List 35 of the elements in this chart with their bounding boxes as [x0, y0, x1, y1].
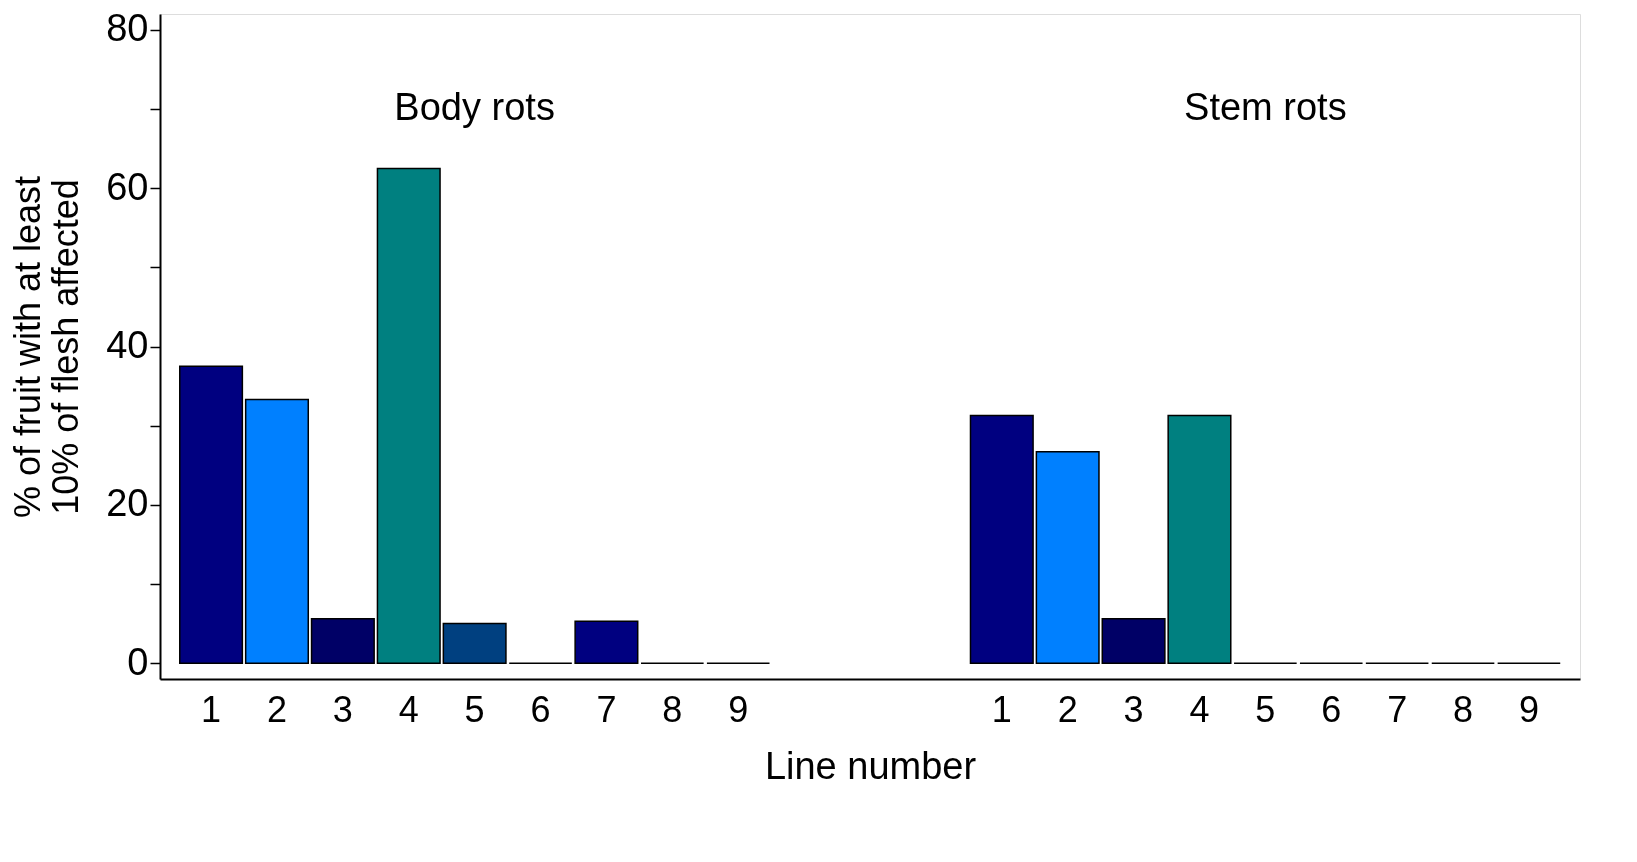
annotation: Body rots [394, 86, 555, 128]
y-tick-label: 80 [106, 7, 149, 50]
annotation: Stem rots [1184, 86, 1347, 128]
bar [244, 398, 310, 664]
x-tick-label: 4 [1189, 688, 1210, 730]
y-tick-label: 0 [127, 640, 149, 683]
y-tick-label: 20 [106, 482, 149, 525]
x-tick-label: 8 [662, 688, 683, 730]
x-tick-label: 9 [1518, 688, 1539, 730]
x-tick-label: 6 [1321, 688, 1342, 730]
x-tick-label: 7 [1387, 688, 1408, 730]
x-tick-label: 1 [991, 688, 1012, 730]
x-tick-label: 2 [1057, 688, 1078, 730]
x-tick-label: 1 [201, 688, 222, 730]
bar [1035, 451, 1100, 664]
x-tick-label: 3 [332, 688, 353, 730]
bar [376, 167, 441, 664]
bar [574, 620, 639, 664]
bar [310, 618, 375, 664]
x-tick-label: 7 [596, 688, 617, 730]
x-tick-label: 4 [398, 688, 419, 730]
x-tick-label: 8 [1453, 688, 1474, 730]
x-tick-label: 3 [1123, 688, 1144, 730]
x-tick-label: 2 [266, 688, 287, 730]
x-tick-label: 6 [530, 688, 551, 730]
bar [179, 365, 244, 664]
y-axis-title: % of fruit with at least 10% of flesh affected [7, 175, 87, 519]
x-tick-label: 5 [1255, 688, 1276, 730]
y-tick-label: 60 [106, 165, 149, 208]
y-tick-label: 40 [106, 324, 149, 366]
x-tick-label: 9 [728, 688, 749, 730]
bar [442, 622, 507, 664]
bar [969, 414, 1034, 664]
x-axis-title: Line number [764, 744, 977, 787]
x-tick-label: 5 [464, 688, 485, 730]
